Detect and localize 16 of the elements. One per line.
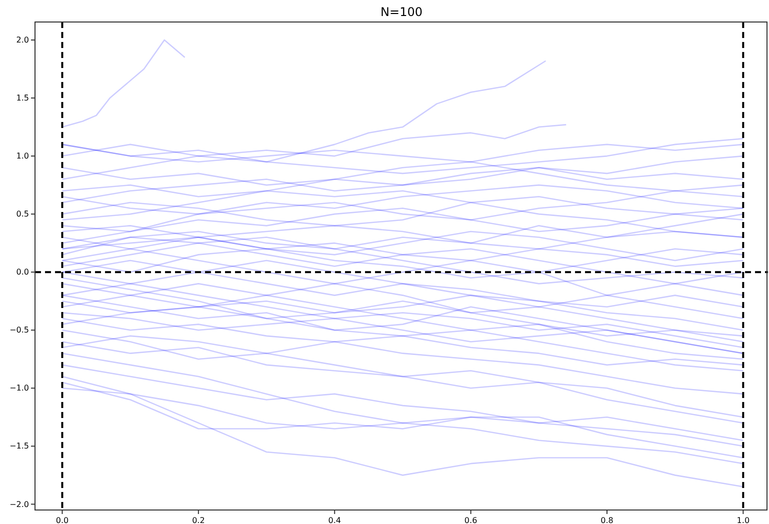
chart-title: N=100: [380, 5, 422, 19]
y-tick-label: 0.0: [16, 268, 29, 277]
y-tick-label: −1.5: [10, 442, 29, 451]
x-tick-label: 0.4: [328, 516, 341, 524]
x-tick-label: 0.2: [192, 516, 205, 524]
y-tick-label: 2.0: [16, 36, 29, 45]
y-tick-label: −2.0: [10, 500, 29, 509]
x-tick-label: 0.6: [464, 516, 478, 524]
y-tick-label: −1.0: [10, 384, 29, 393]
x-tick-label: 0.8: [600, 516, 614, 524]
y-tick-label: −0.5: [10, 326, 29, 335]
x-tick-label: 0.0: [56, 516, 69, 524]
y-tick-label: 1.0: [16, 152, 29, 161]
y-tick-label: 0.5: [16, 210, 29, 219]
x-tick-label: 1.0: [736, 516, 750, 524]
y-tick-label: 1.5: [16, 94, 29, 103]
